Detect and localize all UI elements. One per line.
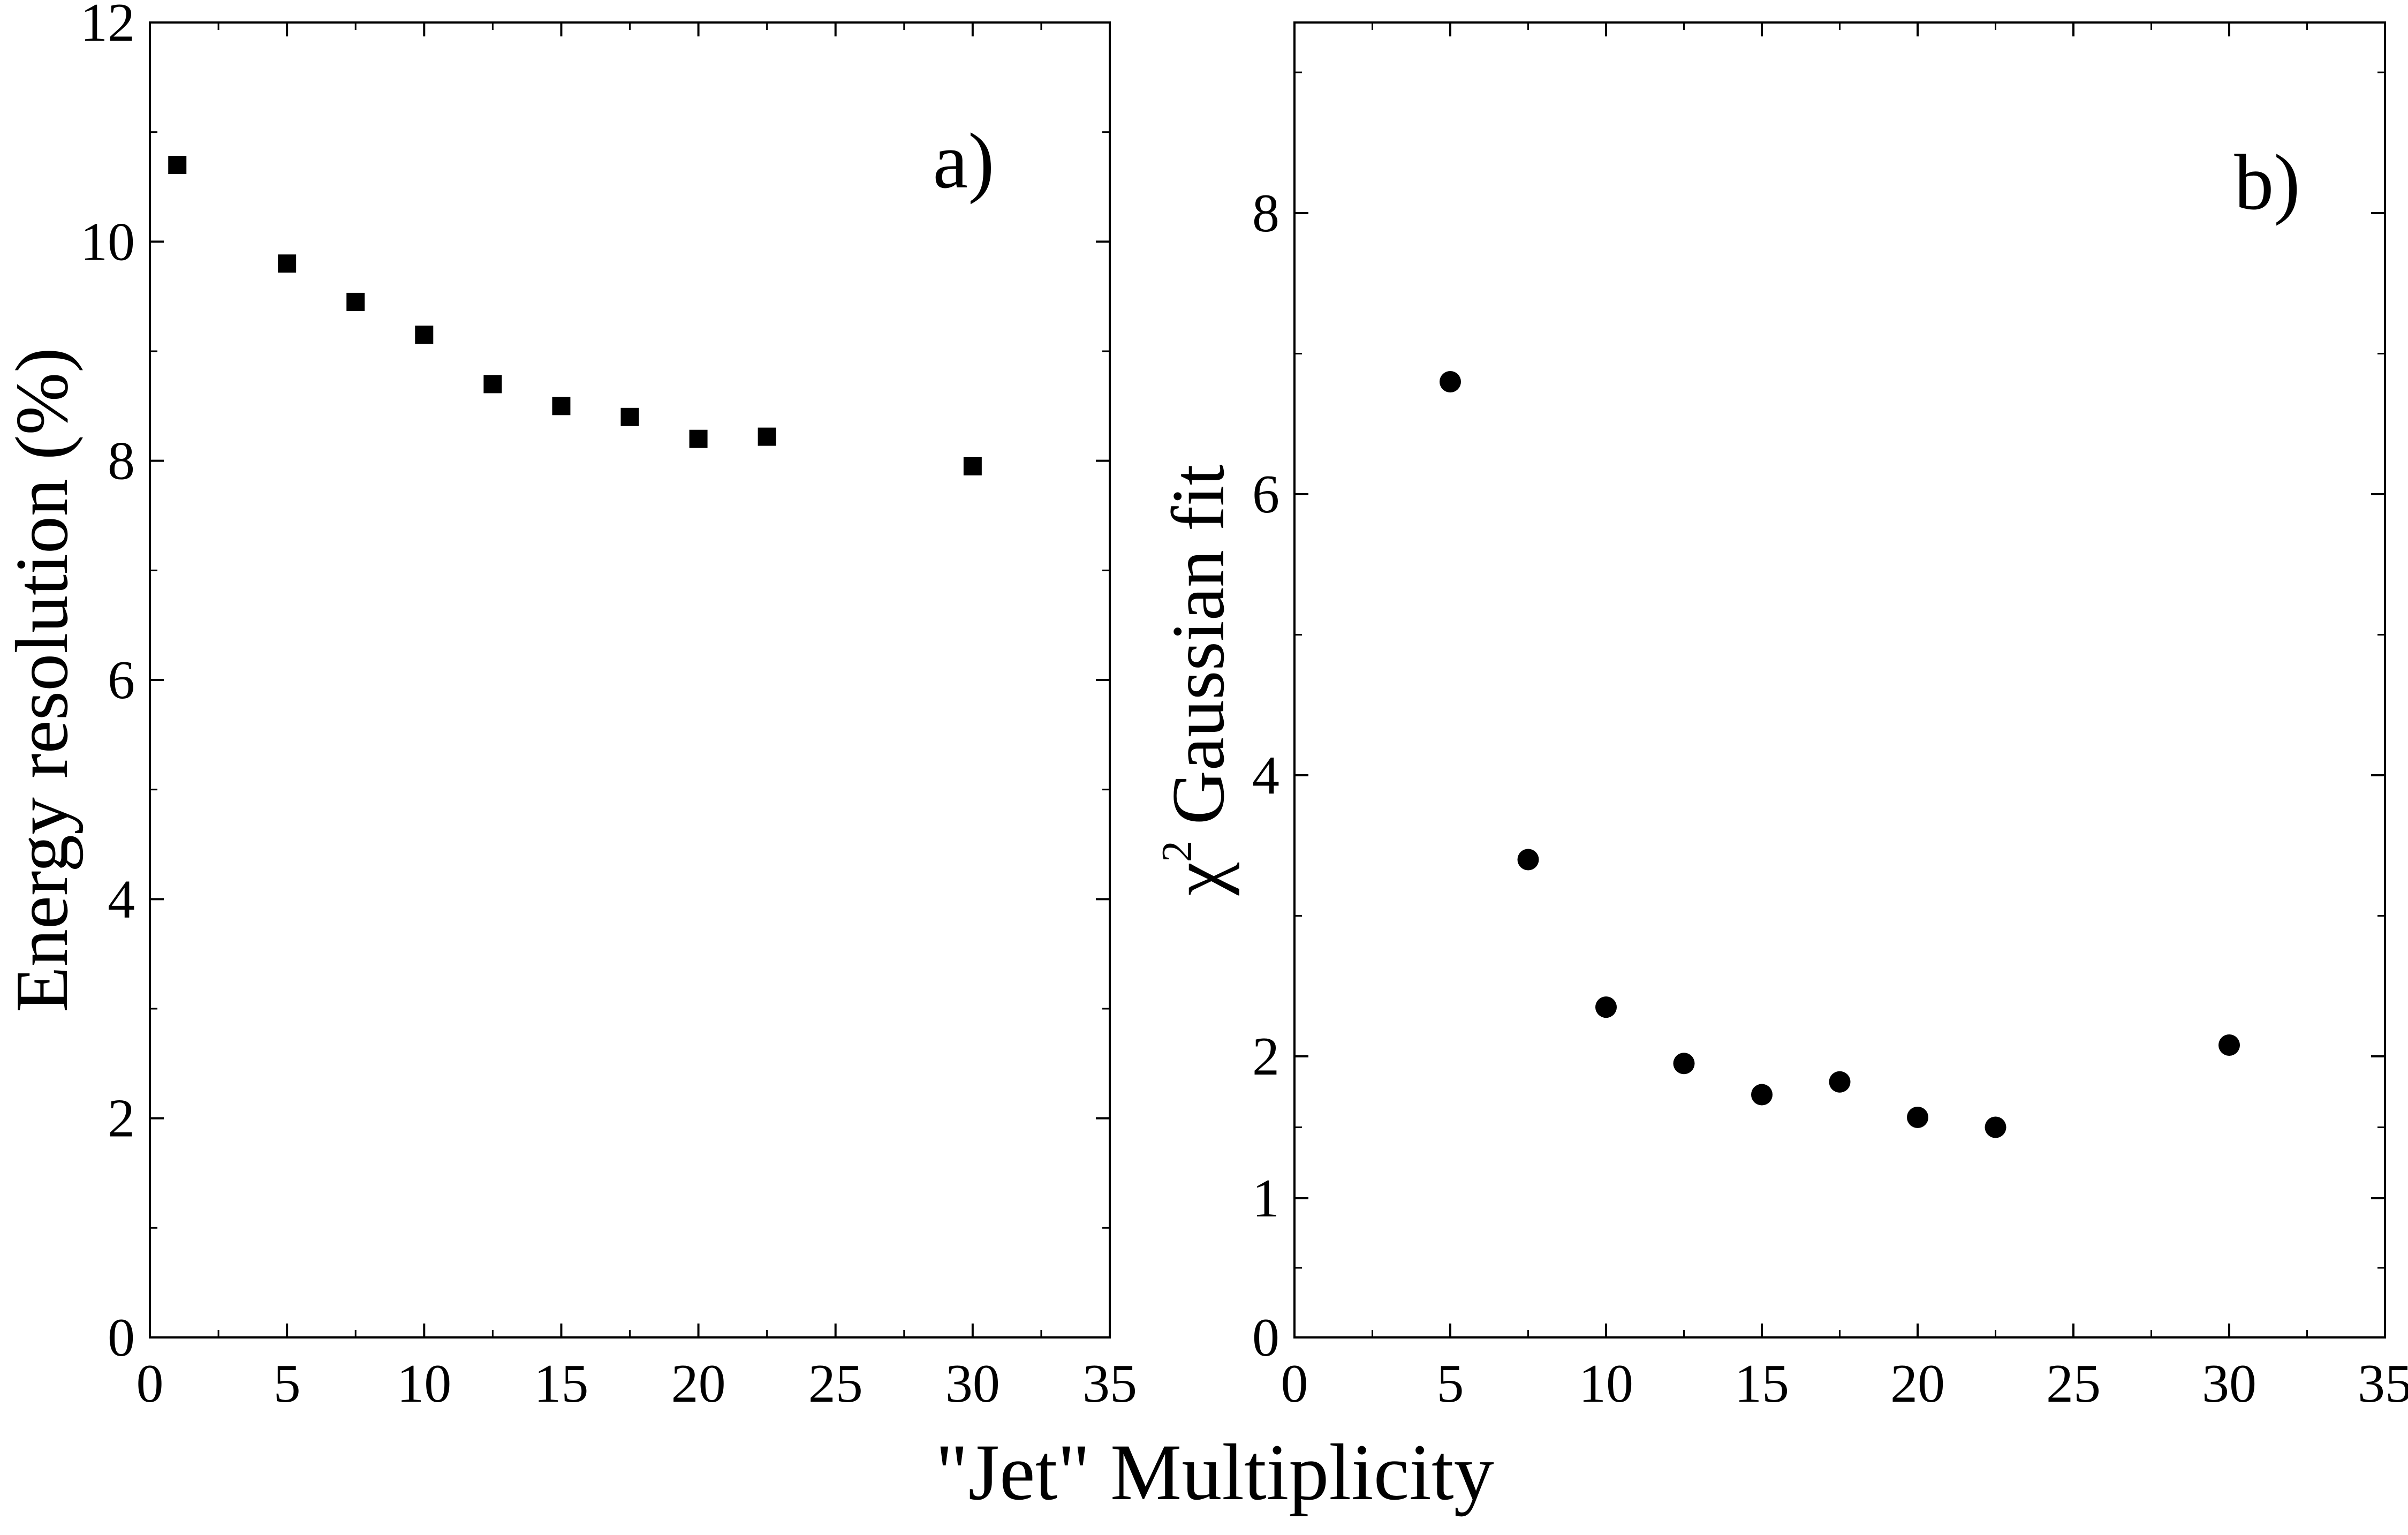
panel-b-x-tick-label: 5	[1437, 1353, 1464, 1414]
panel-b-data-point	[1985, 1116, 2006, 1138]
panel-a-ticks: 0 5 10 15 20 25 30 35 0 2 4 6 8 10 12	[80, 0, 1137, 1414]
panel-b-x-tick-label: 25	[2046, 1353, 2101, 1414]
panel-b-data-point	[1907, 1106, 1928, 1128]
panel-a-x-tick-label: 15	[534, 1353, 588, 1414]
panel-a-data-point	[278, 254, 297, 273]
panel-b-y-tick-label: 8	[1252, 183, 1279, 244]
panel-b-data-point	[1595, 996, 1617, 1018]
panel-a-x-tick-label: 35	[1082, 1353, 1137, 1414]
panel-a-y-tick-label: 10	[80, 211, 135, 272]
panel-b-x-tick-label: 35	[2358, 1353, 2408, 1414]
panel-a-data-point	[168, 156, 187, 175]
panel-a-y-tick-label: 0	[108, 1307, 135, 1368]
panel-a-data-point	[963, 457, 982, 475]
panel-b-data-point	[1751, 1084, 1773, 1106]
panel-b-y-tick-label: 1	[1252, 1168, 1279, 1229]
panel-b-label: b)	[2234, 139, 2300, 226]
panel-a-y-tick-label: 6	[108, 650, 135, 710]
panel-a-points	[168, 156, 982, 475]
panel-a-data-point	[689, 429, 708, 448]
panel-a-x-tick-label: 20	[671, 1353, 726, 1414]
panel-a-data-point	[483, 375, 502, 394]
panel-a: 0 5 10 15 20 25 30 35 0 2 4 6 8 10 12 a) Energy resolu…	[1, 0, 1137, 1414]
shared-x-axis-title: "Jet" Multiplicity	[935, 1428, 1494, 1517]
panel-a-y-tick-label: 4	[108, 869, 135, 929]
panel-a-y-tick-label: 8	[108, 431, 135, 491]
panel-b-x-tick-label: 15	[1735, 1353, 1789, 1414]
panel-b-y-tick-label: 2	[1252, 1026, 1279, 1087]
panel-b-x-tick-label: 10	[1579, 1353, 1633, 1414]
panel-b-y-axis-text: Gaussian fit	[1157, 464, 1240, 825]
panel-b-data-point	[1673, 1053, 1695, 1075]
panel-a-x-tick-label: 25	[808, 1353, 863, 1414]
panel-a-data-point	[620, 407, 639, 426]
panel-a-x-tick-label: 0	[137, 1353, 164, 1414]
panel-b-x-tick-label: 20	[1890, 1353, 1945, 1414]
panel-a-label: a)	[933, 117, 995, 205]
panel-b-y-tick-label: 4	[1252, 745, 1279, 806]
panel-b-y-tick-label: 0	[1252, 1307, 1279, 1368]
panel-b-x-tick-label: 0	[1281, 1353, 1308, 1414]
panel-b-data-point	[1440, 371, 1461, 392]
panel-b-y-tick-label: 6	[1252, 464, 1279, 525]
panel-a-x-tick-label: 30	[945, 1353, 1000, 1414]
panel-a-y-tick-label: 2	[108, 1088, 135, 1149]
panel-a-x-tick-label: 10	[397, 1353, 451, 1414]
panel-b-y-axis-superscript: 2	[1154, 841, 1201, 862]
panel-b-points	[1440, 371, 2240, 1138]
panel-b-x-tick-label: 30	[2202, 1353, 2256, 1414]
panel-b-ticks: 0 5 10 15 20 25 30 35 0 1 2 4 6 8	[1252, 22, 2408, 1414]
panel-b-data-point	[1517, 849, 1539, 871]
panel-a-data-point	[346, 292, 365, 311]
panel-b-y-axis-symbol: χ	[1157, 862, 1240, 896]
panel-b-data-point	[2218, 1034, 2240, 1056]
panel-a-data-point	[552, 397, 571, 415]
panel-a-y-tick-label: 12	[80, 0, 135, 53]
panel-b-y-axis-title: χ2 Gaussian fit	[1154, 464, 1240, 896]
panel-a-data-point	[758, 427, 776, 446]
panel-a-y-axis-title: Energy resolution (%)	[1, 347, 84, 1012]
panel-a-data-point	[415, 326, 434, 344]
panel-b-data-point	[1829, 1071, 1851, 1093]
panel-a-x-tick-label: 5	[274, 1353, 301, 1414]
